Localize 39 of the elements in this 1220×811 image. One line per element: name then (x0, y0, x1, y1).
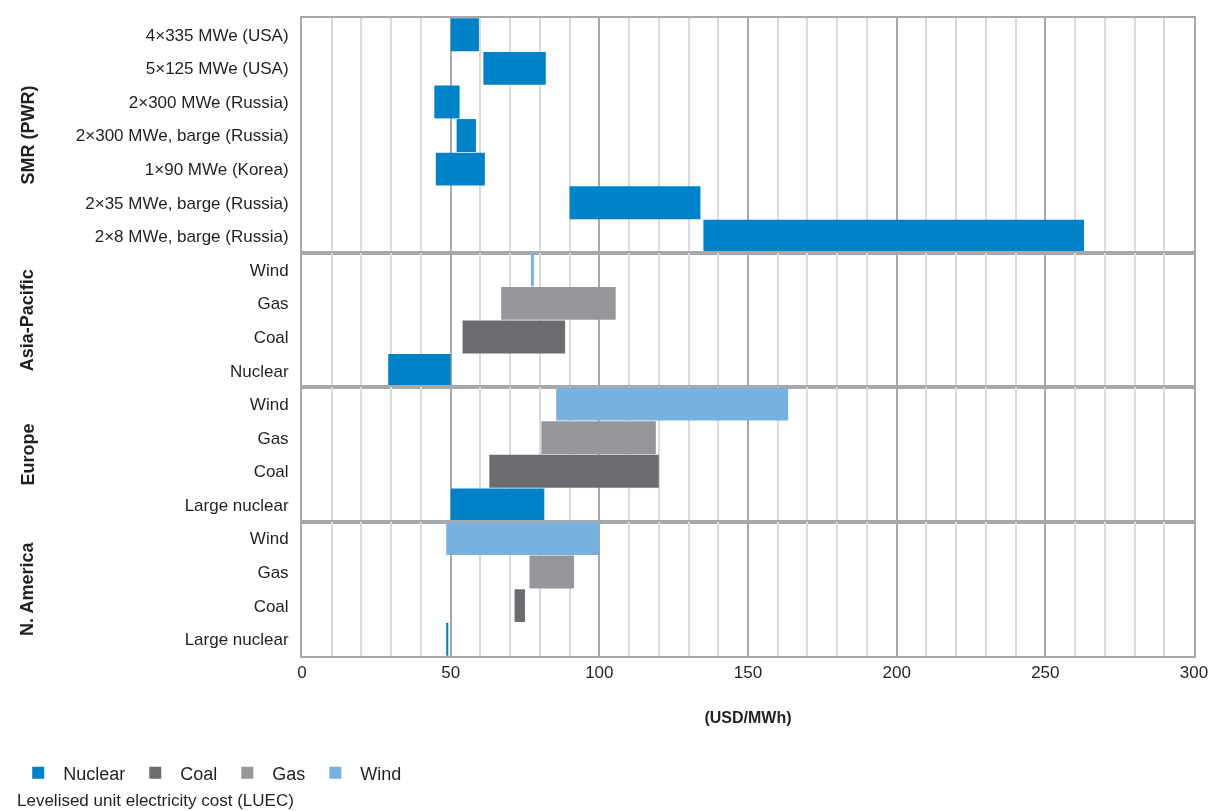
y-tick-label: 2×8 MWe, barge (Russia) (94, 227, 289, 247)
y-tick-label: Large nuclear (184, 495, 289, 515)
x-tick-label: 0 (297, 663, 307, 683)
y-tick-label: Nuclear (230, 361, 289, 381)
x-tick-label: 100 (585, 663, 614, 683)
bar (703, 219, 1084, 253)
bar (569, 186, 701, 220)
y-tick-label: Large nuclear (184, 630, 289, 650)
x-tick-label: 200 (882, 663, 911, 683)
x-tick-label: 50 (441, 663, 461, 683)
y-tick-label: 2×35 MWe, barge (Russia) (85, 193, 289, 213)
legend-label: Nuclear (63, 763, 126, 784)
y-tick-label: Gas (257, 294, 289, 314)
y-tick-label: Wind (249, 529, 289, 549)
y-tick-label: Coal (253, 462, 289, 482)
x-tick-label: 300 (1179, 663, 1209, 683)
y-tick-label: Coal (253, 327, 289, 347)
y-axis-title: SMR (PWR) (17, 85, 38, 185)
y-tick-label: Wind (249, 395, 289, 415)
y-tick-label: Coal (253, 596, 289, 616)
y-tick-label: 5×125 MWe (USA) (145, 59, 289, 79)
y-axis-title: Asia-Pacific (16, 269, 37, 372)
y-tick-label: Gas (257, 428, 289, 448)
y-tick-label: Wind (249, 260, 289, 280)
y-tick-label: 2×300 MWe, barge (Russia) (75, 126, 289, 146)
y-tick-label: 4×335 MWe (USA) (145, 25, 289, 45)
x-tick-label: 250 (1031, 663, 1060, 683)
x-axis-title: (USD/MWh) (704, 708, 792, 726)
y-tick-label: 1×90 MWe (Korea) (144, 160, 289, 180)
y-axis-title: Europe (17, 423, 38, 486)
y-tick-label: 2×300 MWe (Russia) (128, 92, 289, 112)
x-tick-label: 150 (733, 663, 763, 683)
y-tick-label: Gas (257, 563, 289, 582)
text: Levelised unit electricity cost (LUEC) (17, 791, 294, 810)
bar (483, 51, 546, 85)
bar (450, 18, 479, 52)
y-axis-title: N. America (17, 541, 38, 636)
legend-label: Wind (360, 763, 402, 784)
legend-label: Gas (272, 763, 306, 784)
